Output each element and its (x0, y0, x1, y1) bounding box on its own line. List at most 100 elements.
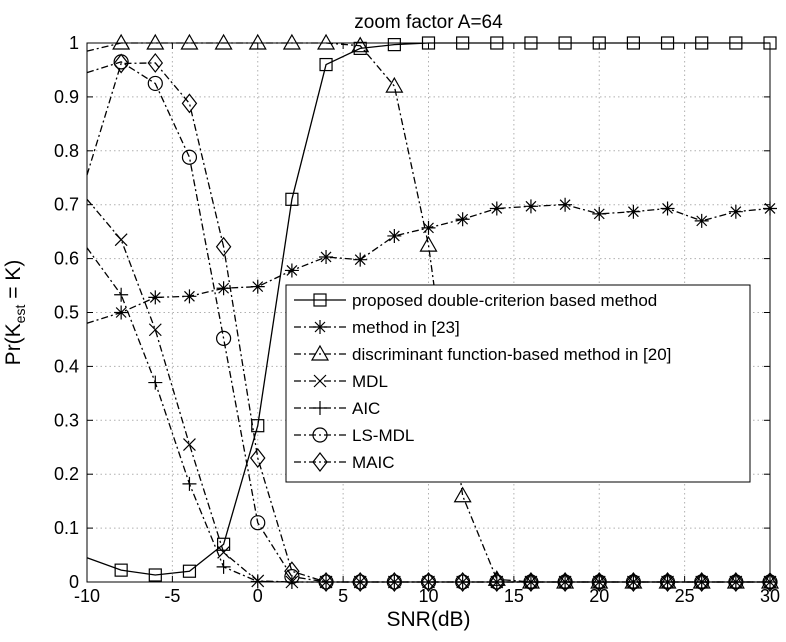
series-point (114, 563, 128, 577)
legend-marker (313, 320, 327, 334)
legend-label: method in [23] (352, 318, 460, 337)
series-point (282, 33, 301, 50)
x-tick-label: 20 (589, 586, 609, 606)
series-point (148, 375, 163, 390)
series-point (113, 53, 129, 74)
y-axis-label: Pr(Kest = K) (2, 260, 28, 366)
legend-marker (313, 401, 327, 415)
x-tick-label: 0 (253, 586, 263, 606)
y-tick-label: 0.7 (54, 195, 79, 215)
series-point (592, 206, 607, 221)
x-tick-label: -10 (74, 586, 100, 606)
series-point (147, 75, 163, 92)
series-point (453, 486, 472, 503)
series-point (319, 57, 333, 72)
x-tick-label: 10 (418, 586, 438, 606)
series-point (181, 93, 198, 114)
legend-label: MDL (352, 372, 388, 391)
series-point (728, 572, 744, 592)
series-point (352, 572, 368, 592)
series-point (591, 572, 608, 592)
y-axis-label-prefix: Pr(K (2, 323, 25, 365)
series-point (625, 572, 642, 592)
series-point (181, 149, 198, 165)
series-point (387, 38, 401, 52)
series-point (250, 279, 265, 294)
y-tick-label: 0.6 (54, 249, 79, 269)
y-axis-label-suffix: = K) (2, 260, 25, 305)
chart-title: zoom factor A=64 (354, 12, 503, 33)
series-point (523, 199, 538, 214)
y-tick-label: 1 (69, 33, 79, 53)
legend-label: LS-MDL (352, 426, 414, 445)
series-point (728, 204, 743, 219)
series-point (386, 572, 403, 592)
series-point (693, 572, 710, 592)
series-point (694, 213, 709, 228)
series-point (626, 204, 641, 219)
x-tick-label: 5 (338, 586, 348, 606)
series-point (659, 572, 676, 592)
series-point (216, 559, 231, 574)
series-point (421, 220, 436, 235)
series-point (489, 201, 504, 216)
x-tick-label: -5 (164, 586, 180, 606)
legend-label: AIC (352, 399, 380, 418)
series-point (420, 572, 437, 592)
y-tick-label: 0.2 (54, 464, 79, 484)
series-point (353, 252, 368, 267)
series-point (387, 228, 402, 243)
series-point (182, 289, 197, 304)
series-point (214, 33, 233, 50)
y-tick-label: 0.1 (54, 518, 79, 538)
series-point (216, 281, 231, 296)
y-tick-label: 0.8 (54, 141, 79, 161)
series-point (216, 330, 232, 346)
y-tick-label: 0.5 (54, 303, 79, 323)
series-point (557, 572, 573, 592)
series-point (251, 419, 265, 433)
series-point (249, 448, 266, 469)
legend-marker (312, 427, 328, 443)
legend-marker (313, 293, 327, 307)
series-point (250, 515, 266, 531)
series-point (114, 233, 128, 247)
y-tick-label: 0.3 (54, 410, 79, 430)
series-point (148, 568, 162, 582)
series-point (180, 33, 199, 50)
legend-box (285, 284, 751, 483)
legend-label: proposed double-criterion based method (352, 291, 657, 310)
series-point (112, 33, 131, 50)
series-point (558, 197, 573, 212)
series-point (319, 249, 334, 264)
series-point (489, 572, 505, 592)
ticks: -10 -5 0 5 10 15 20 25 30 0 0.1 0.2 0.3 0.4 0.5 0.6 0.7 0… (54, 33, 780, 606)
legend-marker (313, 374, 327, 388)
x-tick-label: 25 (675, 586, 695, 606)
series-point (317, 33, 336, 50)
y-tick-label: 0.9 (54, 87, 79, 107)
x-tick-label: 15 (504, 586, 524, 606)
y-tick-label: 0 (69, 572, 79, 592)
grid (87, 43, 770, 582)
series-point (318, 572, 334, 592)
series-point (182, 476, 197, 491)
series-point (146, 33, 165, 50)
series-point (182, 564, 197, 578)
y-axis-label-subscript: est (12, 305, 28, 324)
x-tick-label: 30 (760, 586, 780, 606)
series-point (762, 572, 778, 592)
legend-marker (310, 344, 330, 361)
series-point (147, 52, 164, 73)
series-point (284, 561, 300, 582)
x-axis-label: SNR(dB) (386, 608, 470, 631)
series-point (660, 201, 675, 216)
series-point (419, 235, 438, 252)
series-point (183, 438, 196, 451)
series-point (285, 192, 299, 206)
series-point (217, 545, 231, 559)
legend-label: MAIC (352, 453, 395, 472)
series-point (523, 572, 539, 592)
legend: proposed double-criterion based method me… (285, 284, 751, 483)
